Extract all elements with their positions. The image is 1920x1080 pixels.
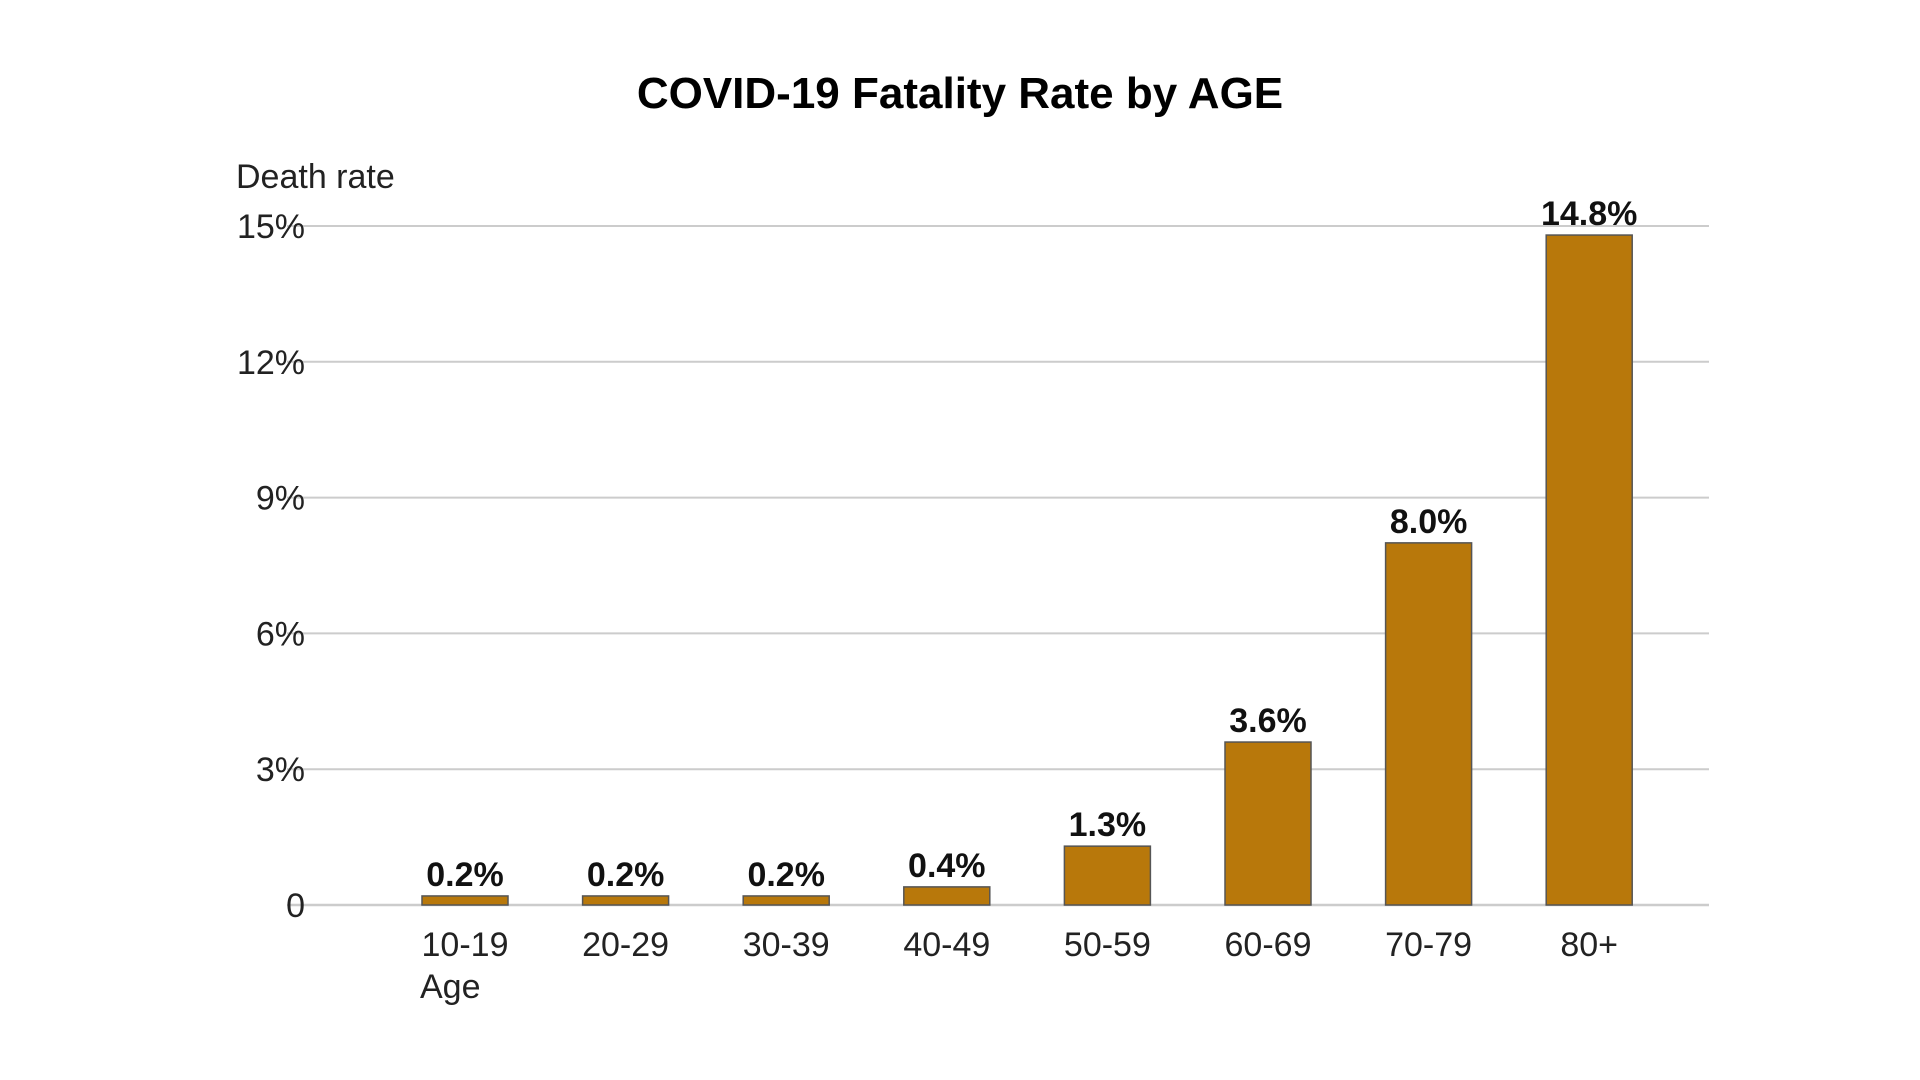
y-tick-label: 0 [286,887,305,925]
data-labels: 0.2% 0.2% 0.2% 0.4% 1.3% 3.6% 8.0% 14.8% [426,195,1637,894]
y-tick-label: 3% [256,751,305,789]
x-tick-label: 80+ [1560,926,1618,964]
bar-20-29 [581,895,670,906]
bar-30-39 [742,895,830,906]
bar-60-69 [1224,741,1312,906]
data-label: 8.0% [1390,503,1468,541]
data-label: 0.2% [426,856,504,894]
data-label: 1.3% [1069,806,1147,844]
data-label: 14.8% [1541,195,1637,233]
x-tick-label: 30-39 [743,926,830,964]
bar-50-59 [1063,845,1152,906]
y-axis-title: Death rate [236,158,395,196]
x-tick-label: 70-79 [1385,926,1472,964]
bar-80+ [1545,234,1633,906]
y-tick-label: 9% [256,480,305,518]
x-tick-label: 60-69 [1225,926,1312,964]
x-tick-label: 50-59 [1064,926,1151,964]
x-tick-label: 20-29 [582,926,669,964]
x-axis-title: Age [420,968,481,1006]
chart-title: COVID-19 Fatality Rate by AGE [637,69,1283,118]
gridlines [287,225,1709,907]
y-tick-label: 6% [256,615,305,653]
y-tick-label: 15% [237,208,305,246]
x-tick-label: 40-49 [903,926,990,964]
y-axis-ticks: 0 3% 6% 9% 12% 15% [237,208,305,925]
data-label: 0.4% [908,847,986,885]
y-tick-label: 12% [237,344,305,382]
data-label: 0.2% [747,856,825,894]
data-label: 0.2% [587,856,665,894]
x-tick-label: 10-19 [422,926,509,964]
bar-40-49 [903,886,991,906]
bar-10-19 [421,895,509,906]
x-axis-ticks: 10-19 20-29 30-39 40-49 50-59 60-69 70-79 80+ [422,926,1619,964]
bars [421,234,1633,906]
data-label: 3.6% [1229,702,1307,740]
bar-70-79 [1384,542,1473,906]
